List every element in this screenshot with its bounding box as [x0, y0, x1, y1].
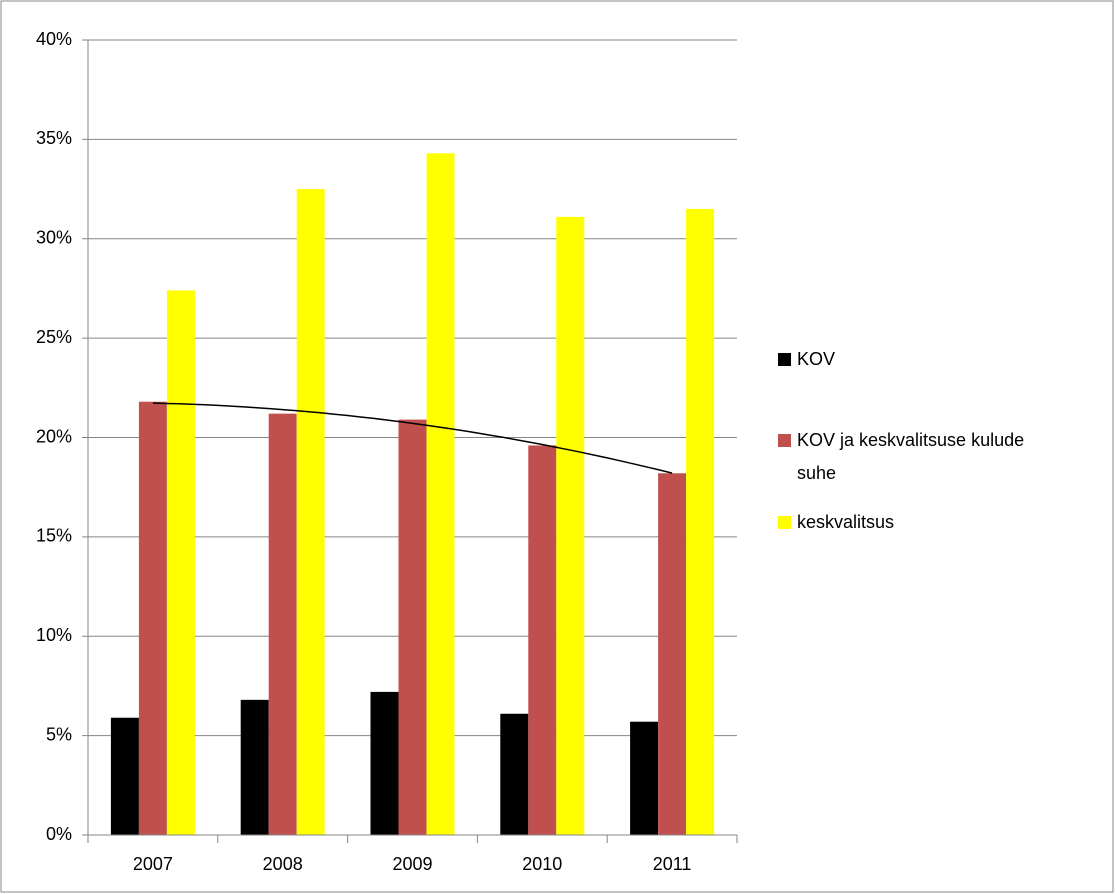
legend-label: KOV: [797, 349, 836, 369]
x-tick-label: 2010: [522, 854, 562, 874]
y-tick-label: 35%: [36, 128, 72, 148]
y-tick-label: 25%: [36, 327, 72, 347]
bar: [686, 208, 715, 835]
y-tick-label: 30%: [36, 228, 72, 248]
bar: [138, 401, 167, 835]
bar: [528, 445, 557, 835]
y-tick-label: 5%: [46, 724, 72, 744]
y-tick-label: 0%: [46, 824, 72, 844]
bar: [500, 713, 529, 835]
x-tick-label: 2008: [263, 854, 303, 874]
legend-swatch: [778, 516, 791, 529]
y-tick-label: 20%: [36, 426, 72, 446]
bar: [370, 691, 399, 835]
x-tick-label: 2011: [653, 854, 692, 874]
y-tick-label: 10%: [36, 625, 72, 645]
y-tick-label: 15%: [36, 526, 72, 546]
legend-swatch: [778, 353, 791, 366]
y-tick-label: 40%: [36, 29, 72, 49]
legend-label: keskvalitsus: [797, 512, 895, 532]
bar: [398, 419, 427, 835]
bar: [630, 721, 659, 835]
bar: [268, 413, 297, 835]
bar: [658, 473, 687, 835]
x-tick-label: 2009: [392, 854, 432, 874]
bar: [556, 216, 585, 835]
bar: [426, 153, 455, 836]
legend-label: KOV ja keskvalitsuse kulude suhe: [797, 430, 1025, 483]
bar: [110, 717, 139, 835]
legend-swatch: [778, 434, 791, 447]
bar: [296, 189, 325, 835]
bar: [240, 699, 269, 835]
trendline: [152, 402, 673, 474]
bar: [166, 290, 195, 835]
x-tick-label: 2007: [133, 854, 173, 874]
